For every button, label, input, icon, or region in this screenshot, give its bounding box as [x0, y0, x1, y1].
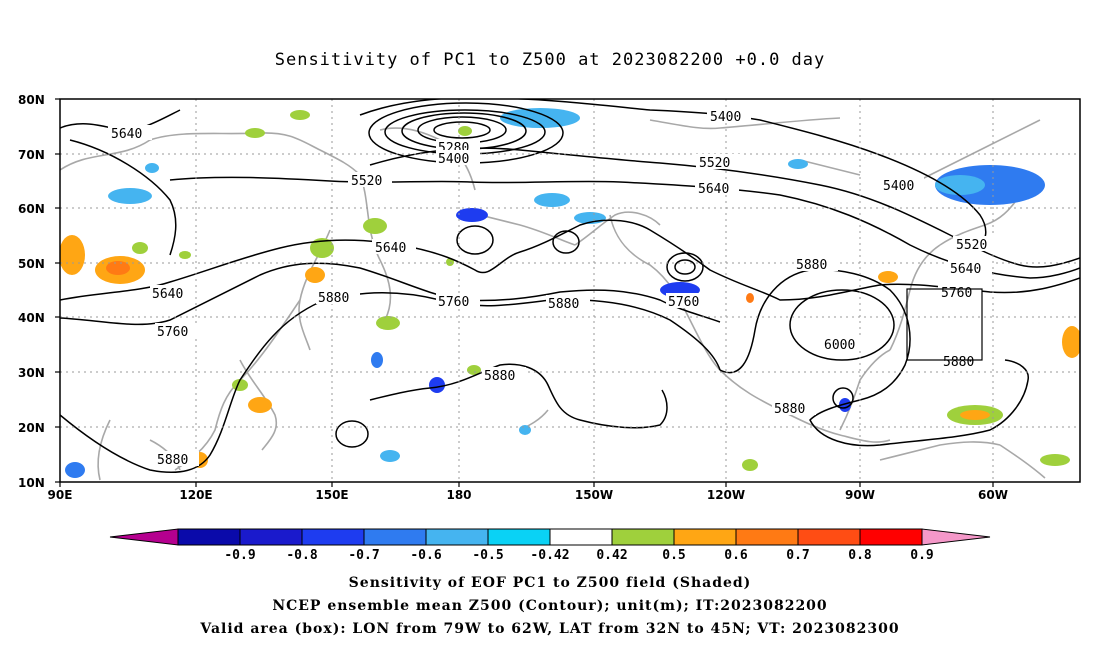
lon-label: 120W [707, 488, 745, 502]
sensitivity-shading [60, 108, 1080, 478]
contour-label: 5760 [157, 325, 188, 340]
colorbar-swatch [177, 528, 241, 546]
lon-label: 90E [48, 488, 73, 502]
colorbar-swatch [735, 528, 799, 546]
contour-label: 5880 [157, 453, 188, 468]
lat-label: 10N [18, 476, 45, 490]
longitude-labels: 90E 120E 150E 180 150W 120W 90W 60W [48, 488, 1008, 502]
colorbar-label: -0.6 [410, 548, 441, 563]
valid-area-box [906, 288, 983, 361]
plot-frame [59, 98, 1081, 483]
contour-label: 5760 [668, 295, 699, 310]
footer-line-3: Valid area (box): LON from 79W to 62W, L… [200, 621, 900, 637]
colorbar: -0.9 -0.8 -0.7 -0.6 -0.5 -0.42 0.42 0.5 0.6 0.7 0.… [109, 528, 991, 563]
contour-label: 5640 [152, 287, 183, 302]
colorbar-label: -0.7 [348, 548, 379, 563]
colorbar-label: -0.8 [286, 548, 317, 563]
colorbar-label: 0.5 [662, 548, 685, 563]
contour-label: 5880 [484, 369, 515, 384]
lon-label: 180 [446, 488, 471, 502]
colorbar-label: -0.5 [472, 548, 503, 563]
contour-label: 5400 [710, 110, 741, 125]
colorbar-label: 0.9 [910, 548, 933, 563]
lon-label: 60W [978, 488, 1008, 502]
footer-line-1: Sensitivity of EOF PC1 to Z500 field (Sh… [348, 575, 752, 591]
colorbar-swatch [797, 528, 861, 546]
lon-label: 150E [315, 488, 348, 502]
colorbar-label: -0.9 [224, 548, 255, 563]
colorbar-swatch [859, 528, 923, 546]
colorbar-extend-low [109, 528, 179, 546]
lat-label: 40N [18, 311, 45, 325]
contour-label: 5880 [548, 297, 579, 312]
colorbar-label: 0.6 [724, 548, 748, 563]
axis-ticks [55, 98, 994, 487]
contour-label: 5520 [699, 156, 730, 171]
lat-label: 50N [18, 257, 45, 271]
lon-label: 90W [845, 488, 875, 502]
colorbar-label: 0.42 [596, 548, 627, 563]
colorbar-swatch [363, 528, 427, 546]
contour-label: 5880 [943, 355, 974, 370]
lon-label: 120E [179, 488, 212, 502]
contour-label: 5640 [698, 182, 729, 197]
colorbar-swatch [673, 528, 737, 546]
contour-labels: 5640 5280 5400 5400 5400 5520 5520 5520 … [108, 108, 997, 468]
map-title: Sensitivity of PC1 to Z500 at 2023082200… [274, 50, 826, 70]
lat-label: 20N [18, 421, 45, 435]
contour-label: 5880 [774, 402, 805, 417]
colorbar-extend-high [921, 528, 991, 546]
contour-label: 5760 [438, 295, 469, 310]
contour-label: 5640 [111, 127, 142, 142]
colorbar-label: 0.7 [786, 548, 809, 563]
latitude-labels: 80N 70N 60N 50N 40N 30N 20N 10N [18, 93, 45, 490]
colorbar-swatch [487, 528, 551, 546]
contour-label: 5640 [950, 262, 981, 277]
contour-label: 5520 [956, 238, 987, 253]
colorbar-swatch [425, 528, 489, 546]
contour-label: 5400 [438, 152, 469, 167]
colorbar-label: 0.8 [848, 548, 872, 563]
colorbar-swatch [549, 528, 613, 546]
colorbar-swatch [239, 528, 303, 546]
lat-label: 80N [18, 93, 45, 107]
contour-label: 6000 [824, 338, 855, 353]
colorbar-swatch [301, 528, 365, 546]
footer-line-2: NCEP ensemble mean Z500 (Contour); unit(… [272, 598, 828, 614]
contour-label: 5520 [351, 174, 382, 189]
colorbar-swatch [611, 528, 675, 546]
contour-label: 5400 [883, 179, 914, 194]
contour-label: 5640 [375, 241, 406, 256]
graticule [60, 99, 1080, 482]
lon-label: 150W [575, 488, 613, 502]
lat-label: 70N [18, 148, 45, 162]
colorbar-label: -0.42 [530, 548, 569, 563]
contour-label: 5880 [318, 291, 349, 306]
lat-label: 30N [18, 366, 45, 380]
lat-label: 60N [18, 202, 45, 216]
contour-label: 5760 [941, 286, 972, 301]
contour-label: 5880 [796, 258, 827, 273]
